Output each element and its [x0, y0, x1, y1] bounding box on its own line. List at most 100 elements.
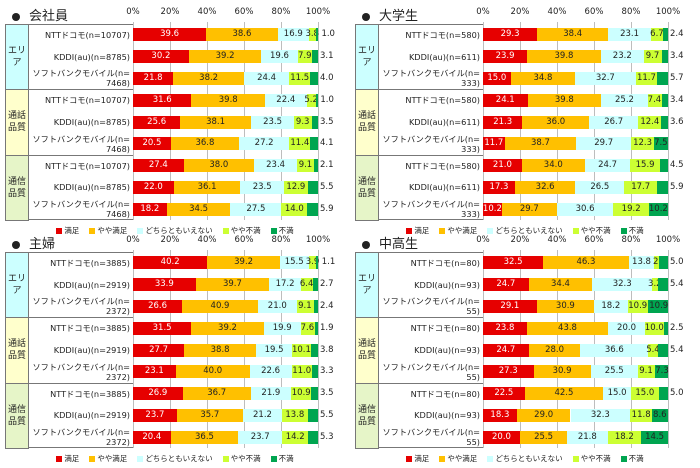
data-label: 5.4 [670, 279, 684, 290]
bar-segment [510, 71, 576, 85]
data-label: 32.3 [612, 279, 632, 290]
data-label: 27.4 [148, 160, 168, 171]
data-label: 24.1 [495, 94, 515, 105]
legend-swatch [56, 456, 63, 462]
data-label: 2.1 [320, 160, 334, 171]
bar-segment [608, 321, 646, 335]
legend-label: やや満足 [447, 226, 478, 235]
legend-label: やや満足 [97, 226, 128, 235]
category-label: 通信品質 [5, 154, 29, 221]
bar-segment [575, 71, 636, 85]
data-label: 29.7 [594, 138, 614, 149]
bar-segment [524, 387, 604, 401]
bar-segment [658, 387, 668, 401]
legend-swatch [137, 228, 144, 234]
legend: 満足 やや満足 どちらともいえない やや不満 不満 [350, 225, 700, 236]
axis-tick-label: 80% [271, 7, 291, 17]
legend-swatch [270, 456, 277, 462]
row-label: NTTドコモ(n=10707) [44, 160, 130, 171]
data-label: 3.5 [320, 116, 334, 127]
data-label: 20.5 [142, 138, 162, 149]
bar-segment [297, 50, 313, 64]
bar-segment [175, 365, 250, 379]
bar-segment [570, 408, 631, 422]
bar-segment [316, 93, 318, 107]
bar-segment [281, 202, 308, 216]
legend-item: 不満 [270, 225, 294, 236]
row-label: KDDI(au)(n=2919) [53, 410, 130, 421]
data-label: 5.9 [320, 203, 334, 214]
data-label: 14.5 [645, 431, 665, 442]
bar-segment [263, 321, 301, 335]
data-label: 9.3 [295, 116, 310, 127]
data-label: 36.0 [546, 116, 566, 127]
bar-segment [516, 408, 571, 422]
data-label: 36.5 [195, 431, 214, 442]
bar-segment [663, 321, 669, 335]
legend-label: やや不満 [230, 454, 261, 463]
legend-label: 不満 [278, 226, 294, 235]
row-label: KDDI(au)(n=2919) [53, 344, 130, 355]
legend-swatch [89, 228, 96, 234]
axis-tick-label: 40% [547, 7, 567, 17]
data-label: 13.8 [285, 409, 305, 420]
bar-segment [653, 137, 668, 151]
data-label: 39.7 [222, 279, 242, 290]
bar-segment [133, 256, 208, 270]
bar-segment [311, 387, 318, 401]
bar-segment [282, 430, 309, 444]
bar-segment [483, 408, 517, 422]
bar-segment [315, 28, 318, 42]
legend-label: 不満 [628, 226, 644, 235]
data-label: 3.4 [670, 51, 684, 62]
bar-segment [608, 28, 651, 42]
bar-segment [576, 137, 632, 151]
legend-swatch [572, 456, 579, 462]
bar-segment [308, 430, 319, 444]
data-label: 15.0 [635, 388, 655, 399]
data-label: 3.2 [648, 279, 662, 290]
data-label: 1.0 [321, 29, 335, 40]
data-label: 3.6 [670, 116, 684, 127]
legend-label: やや不満 [580, 226, 611, 235]
data-label: 24.7 [598, 160, 618, 171]
bar-segment [191, 321, 264, 335]
legend-swatch [406, 456, 413, 462]
bar-segment [310, 71, 318, 85]
bar-segment [575, 180, 625, 194]
data-label: 3.3 [320, 366, 334, 377]
data-label: 5.7 [670, 72, 684, 83]
bar-segment [133, 299, 183, 313]
bar-segment [661, 115, 668, 129]
bar-segment [483, 387, 525, 401]
bar-segment [133, 50, 189, 64]
group-separator [5, 154, 133, 156]
category-label: 通信品質 [355, 382, 379, 449]
legend-item: やや満足 [89, 453, 127, 464]
legend-swatch [270, 228, 277, 234]
data-label: 5.0 [670, 257, 684, 268]
bar-segment [307, 180, 318, 194]
legend-label: 満足 [414, 454, 430, 463]
gridline [318, 22, 319, 220]
bar-segment [658, 278, 668, 292]
data-label: 39.2 [218, 322, 237, 333]
data-label: 23.5 [263, 116, 283, 127]
legend-swatch [137, 456, 144, 462]
data-label: 14.0 [284, 203, 304, 214]
bar-segment [283, 180, 308, 194]
legend: 満足 やや満足 どちらともいえない やや不満 不満 [350, 453, 700, 464]
bar-segment [522, 115, 589, 129]
bar-segment [601, 93, 648, 107]
data-label: 9.1 [298, 160, 313, 171]
bar-segment [527, 93, 602, 107]
data-label: 42.5 [554, 388, 574, 399]
data-label: 22.0 [143, 181, 163, 192]
data-label: 11.4 [290, 138, 310, 149]
data-label: 20.0 [617, 322, 636, 333]
data-label: 19.2 [621, 203, 641, 214]
bar-segment [536, 299, 594, 313]
data-label: 2.5 [670, 322, 684, 333]
bar-segment [133, 137, 171, 151]
bar-segment [282, 408, 308, 422]
